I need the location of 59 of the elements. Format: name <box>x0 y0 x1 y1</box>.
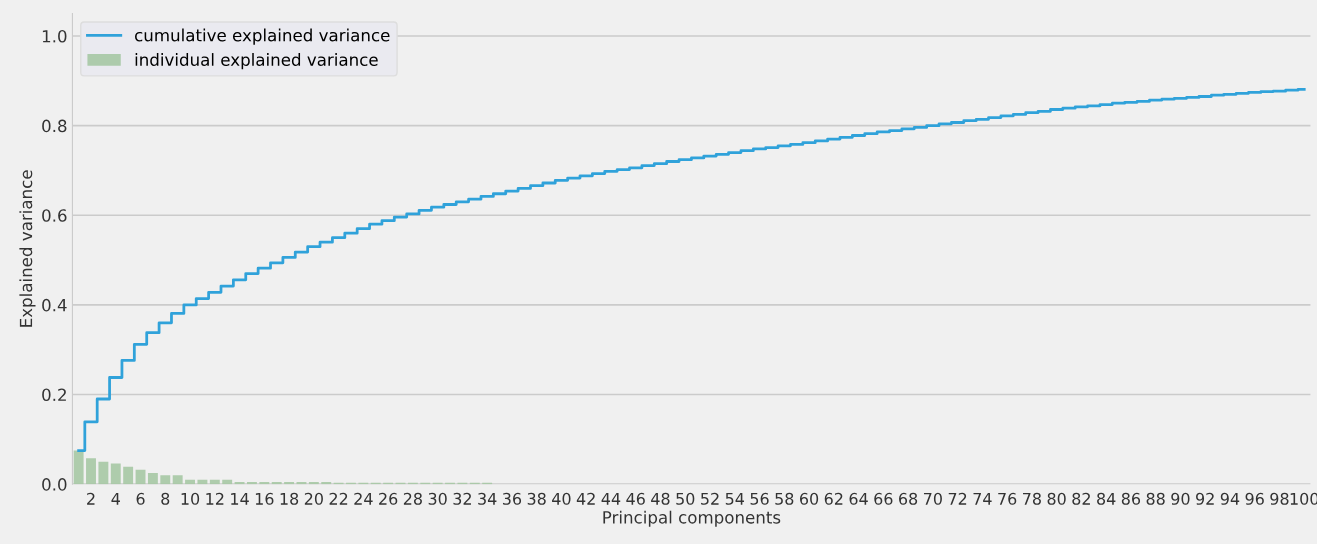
x-tick-label: 54 <box>725 492 745 505</box>
x-axis-title: Principal components <box>603 510 781 527</box>
x-tick-label: 18 <box>280 492 299 505</box>
y-tick-label: 0.2 <box>42 388 66 402</box>
x-tick-label: 12 <box>206 492 224 505</box>
x-tick-label: 10 <box>181 492 200 505</box>
x-tick-label: 66 <box>874 492 893 505</box>
x-tick-label: 56 <box>750 492 769 505</box>
x-tick-label: 40 <box>552 492 571 505</box>
x-tick-label: 46 <box>626 492 645 505</box>
x-tick-label: 50 <box>676 492 695 505</box>
x-tick-label: 88 <box>1146 492 1165 505</box>
x-tick-label: 58 <box>775 492 794 505</box>
y-tick-label: 0.6 <box>42 209 67 222</box>
legend-label: individual explained variance <box>135 53 378 70</box>
x-tick-label: 94 <box>1220 492 1240 505</box>
x-tick-label: 86 <box>1121 492 1141 505</box>
x-tick-label: 24 <box>354 492 373 505</box>
x-tick-label: 2 <box>87 492 95 505</box>
x-tick-label: 60 <box>799 492 819 505</box>
legend-label: cumulative explained variance <box>135 28 390 45</box>
y-tick-label: 1.0 <box>42 29 67 43</box>
x-tick-label: 84 <box>1097 492 1116 505</box>
x-tick-label: 44 <box>601 492 621 505</box>
x-tick-label: 38 <box>527 492 546 505</box>
y-tick-label: 0.4 <box>42 298 67 312</box>
x-tick-label: 48 <box>651 492 670 505</box>
x-tick-label: 26 <box>379 492 398 505</box>
x-tick-label: 52 <box>701 492 719 505</box>
x-tick-label: 70 <box>923 492 942 505</box>
x-tick-label: 64 <box>849 492 868 505</box>
x-tick-label: 68 <box>899 492 918 505</box>
x-tick-label: 14 <box>231 492 249 505</box>
x-tick-label: 6 <box>136 492 145 505</box>
x-tick-label: 72 <box>948 492 967 505</box>
x-tick-label: 42 <box>576 492 595 505</box>
y-tick-label: 0.0 <box>42 478 67 491</box>
x-tick-label: 90 <box>1171 492 1190 505</box>
x-tick-label: 96 <box>1245 492 1264 505</box>
x-tick-label: 78 <box>1023 492 1041 505</box>
x-tick-label: 92 <box>1196 492 1214 505</box>
x-tick-label: 36 <box>502 492 522 505</box>
x-tick-label: 20 <box>304 492 323 505</box>
x-tick-label: 28 <box>403 492 422 505</box>
y-axis-title: Explained variance <box>19 170 36 327</box>
x-tick-label: 8 <box>161 492 170 505</box>
x-tick-label: 16 <box>255 492 274 505</box>
x-tick-label: 30 <box>428 492 447 505</box>
x-tick-label: 82 <box>1072 492 1090 505</box>
x-tick-label: 34 <box>478 492 497 505</box>
x-tick-label: 4 <box>111 492 120 505</box>
x-tick-label: 80 <box>1047 492 1066 505</box>
x-tick-label: 22 <box>329 492 348 505</box>
x-tick-label: 98 <box>1270 492 1289 505</box>
y-tick-label: 0.8 <box>42 119 67 133</box>
x-tick-label: 32 <box>453 492 471 505</box>
x-tick-label: 74 <box>973 492 992 505</box>
x-tick-label: 62 <box>824 492 843 505</box>
x-tick-label: 76 <box>998 492 1017 505</box>
